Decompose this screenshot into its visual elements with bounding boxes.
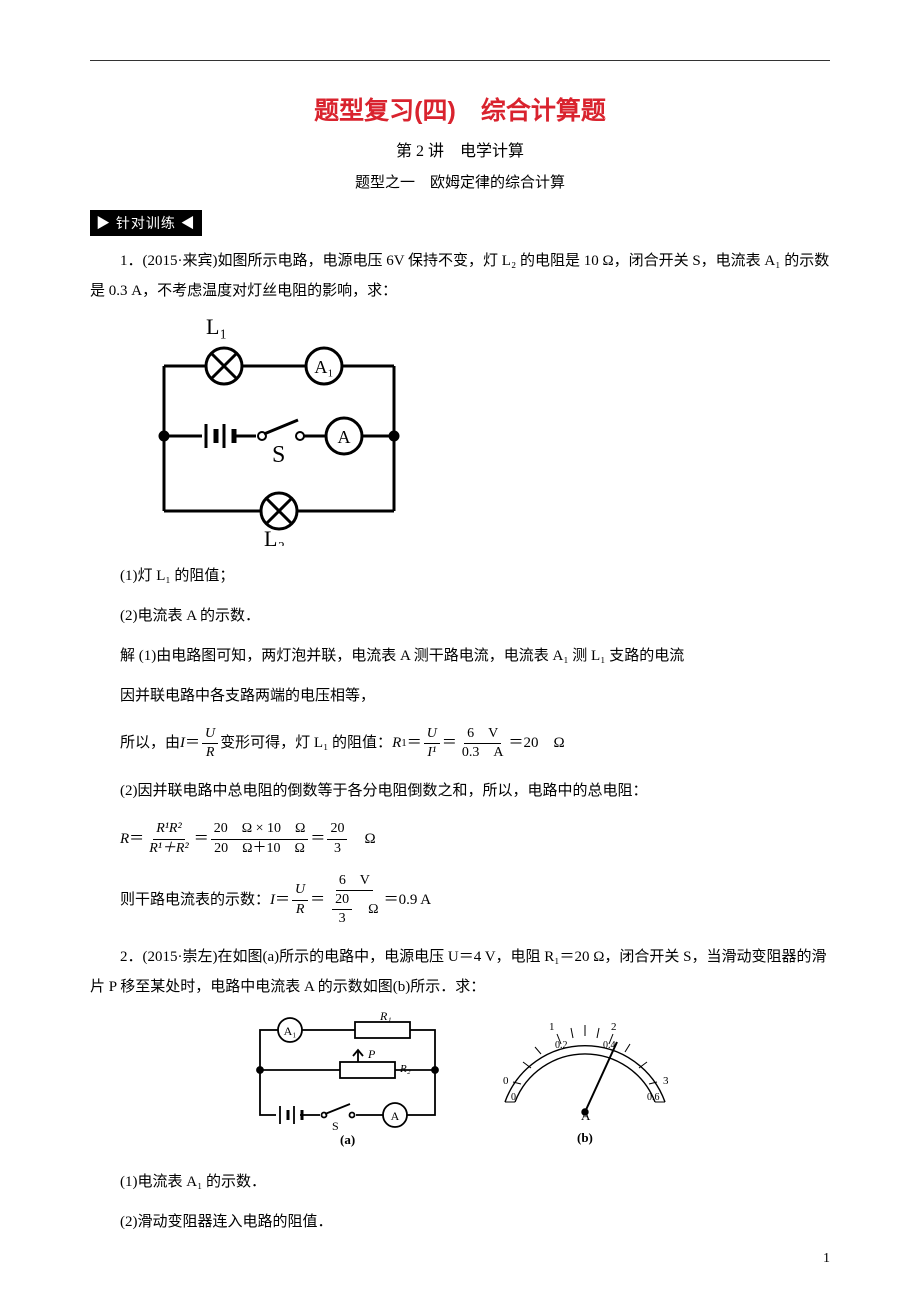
tick-b3: 0.6 xyxy=(647,1092,660,1103)
tick-b1: 0.2 xyxy=(555,1040,568,1051)
q2-figures: A₁ A R₁ P R₂ S (a) xyxy=(90,1012,830,1157)
svg-text:A: A xyxy=(338,427,351,447)
q2-part2: (2)滑动变阻器连入电路的阻值． xyxy=(90,1207,830,1237)
ammeter-a1: A₁ xyxy=(306,348,342,384)
q2-cap-b: (b) xyxy=(577,1130,593,1145)
i-value: ＝0.9 A xyxy=(384,887,432,914)
tick-b2: 0.4 xyxy=(603,1040,616,1051)
circuit-svg-1: L₁ A₁ S xyxy=(144,316,414,546)
label-l2: L₂ xyxy=(264,526,285,546)
frac-20x10: 20 Ω × 10 Ω 20 Ω＋10 Ω xyxy=(211,820,309,857)
frac-U-R: U R xyxy=(202,725,218,762)
battery xyxy=(202,424,236,448)
q2-svg: A₁ A R₁ P R₂ S (a) xyxy=(240,1012,680,1152)
q2-stem: 2．(2015·崇左)在如图(a)所示的电路中，电源电压 U＝4 V，电阻 R₁… xyxy=(90,942,830,1002)
tick-t1: 1 xyxy=(549,1021,555,1033)
var-R1: R xyxy=(392,730,401,757)
lamp-l1 xyxy=(206,348,242,384)
var-I2: I xyxy=(270,887,275,914)
frac-6v-03a: 6 V 0.3 A xyxy=(459,725,507,762)
r1-value: ＝20 Ω xyxy=(509,730,565,757)
svg-text:A₁: A₁ xyxy=(314,357,333,377)
q2-meter-b: 0 1 2 3 0 0.2 0.4 0.6 A (b) xyxy=(503,1021,669,1145)
q1-stem: 1．(2015·来宾)如图所示电路，电源电压 6V 保持不变，灯 L₂ 的电阻是… xyxy=(90,246,830,306)
page-number: 1 xyxy=(823,1251,830,1267)
q2-part1: (1)电流表 A₁ 的示数． xyxy=(90,1167,830,1197)
q1-part2: (2)电流表 A 的示数． xyxy=(90,601,830,631)
practice-tag-wrap: ▶ 针对训练 ◀ xyxy=(90,210,830,236)
top-rule xyxy=(90,60,830,61)
txt: 所以，由 xyxy=(120,730,180,757)
var-R: R xyxy=(120,826,129,853)
frac-U-I1: U I¹ xyxy=(424,725,440,762)
q2-a1-label: A₁ xyxy=(284,1024,297,1038)
q1-math-I: 则干路电流表的示数： I＝ U R ＝ 6 V 20 3 Ω ＝0.9 A xyxy=(90,872,830,929)
q1-part1: (1)灯 L₁ 的阻值； xyxy=(90,561,830,591)
tick-t0: 0 xyxy=(503,1075,509,1087)
q1-sol2: (2)因并联电路中总电阻的倒数等于各分电阻倒数之和，所以，电路中的总电阻： xyxy=(90,776,830,806)
page: 题型复习(四) 综合计算题 第 2 讲 电学计算 题型之一 欧姆定律的综合计算 … xyxy=(0,0,920,1287)
q1-circuit: L₁ A₁ S xyxy=(144,316,830,551)
txt3: 则干路电流表的示数： xyxy=(120,887,270,914)
frac-r1r2: R¹R² R¹＋R² xyxy=(146,820,192,857)
frac-20-3: 20 3 xyxy=(327,820,347,857)
lamp-l2 xyxy=(261,493,297,529)
label-s: S xyxy=(272,442,285,468)
meter-unit: A xyxy=(581,1108,591,1123)
tick-b0: 0 xyxy=(511,1092,516,1103)
label-l1: L₁ xyxy=(206,316,227,339)
q1-math-R: R＝ R¹R² R¹＋R² ＝ 20 Ω × 10 Ω 20 Ω＋10 Ω ＝ … xyxy=(90,820,830,857)
q1-math-R1: 所以，由 I＝ U R 变形可得，灯 L₁ 的阻值： R1＝ U I¹ ＝ 6 … xyxy=(90,725,830,762)
practice-tag: ▶ 针对训练 ◀ xyxy=(90,210,202,236)
q2-cap-a: (a) xyxy=(340,1132,355,1147)
frac-U-R2: U R xyxy=(292,881,308,918)
frac-6v-203: 6 V 20 3 Ω xyxy=(327,872,381,929)
subtitle-topic: 题型之一 欧姆定律的综合计算 xyxy=(90,171,830,192)
tick-t2: 2 xyxy=(611,1021,617,1033)
q1-sol1: 解 (1)由电路图可知，两灯泡并联，电流表 A 测干路电流，电流表 A₁ 测 L… xyxy=(90,641,830,671)
r-unit: Ω xyxy=(349,826,375,853)
q2-s-label: S xyxy=(332,1119,339,1133)
var-I: I xyxy=(180,730,185,757)
q2-p-label: P xyxy=(367,1047,376,1061)
main-title: 题型复习(四) 综合计算题 xyxy=(90,91,830,127)
subtitle-lecture: 第 2 讲 电学计算 xyxy=(90,137,830,161)
q2-a-label: A xyxy=(391,1109,400,1123)
q2-r1-label: R₁ xyxy=(379,1012,392,1023)
tick-t3: 3 xyxy=(663,1075,669,1087)
q2-r2-label: R₂ xyxy=(399,1063,411,1075)
ammeter-a: A xyxy=(326,418,362,454)
q1-sol1b: 因并联电路中各支路两端的电压相等， xyxy=(90,681,830,711)
txt2: 变形可得，灯 L₁ 的阻值： xyxy=(220,730,392,757)
